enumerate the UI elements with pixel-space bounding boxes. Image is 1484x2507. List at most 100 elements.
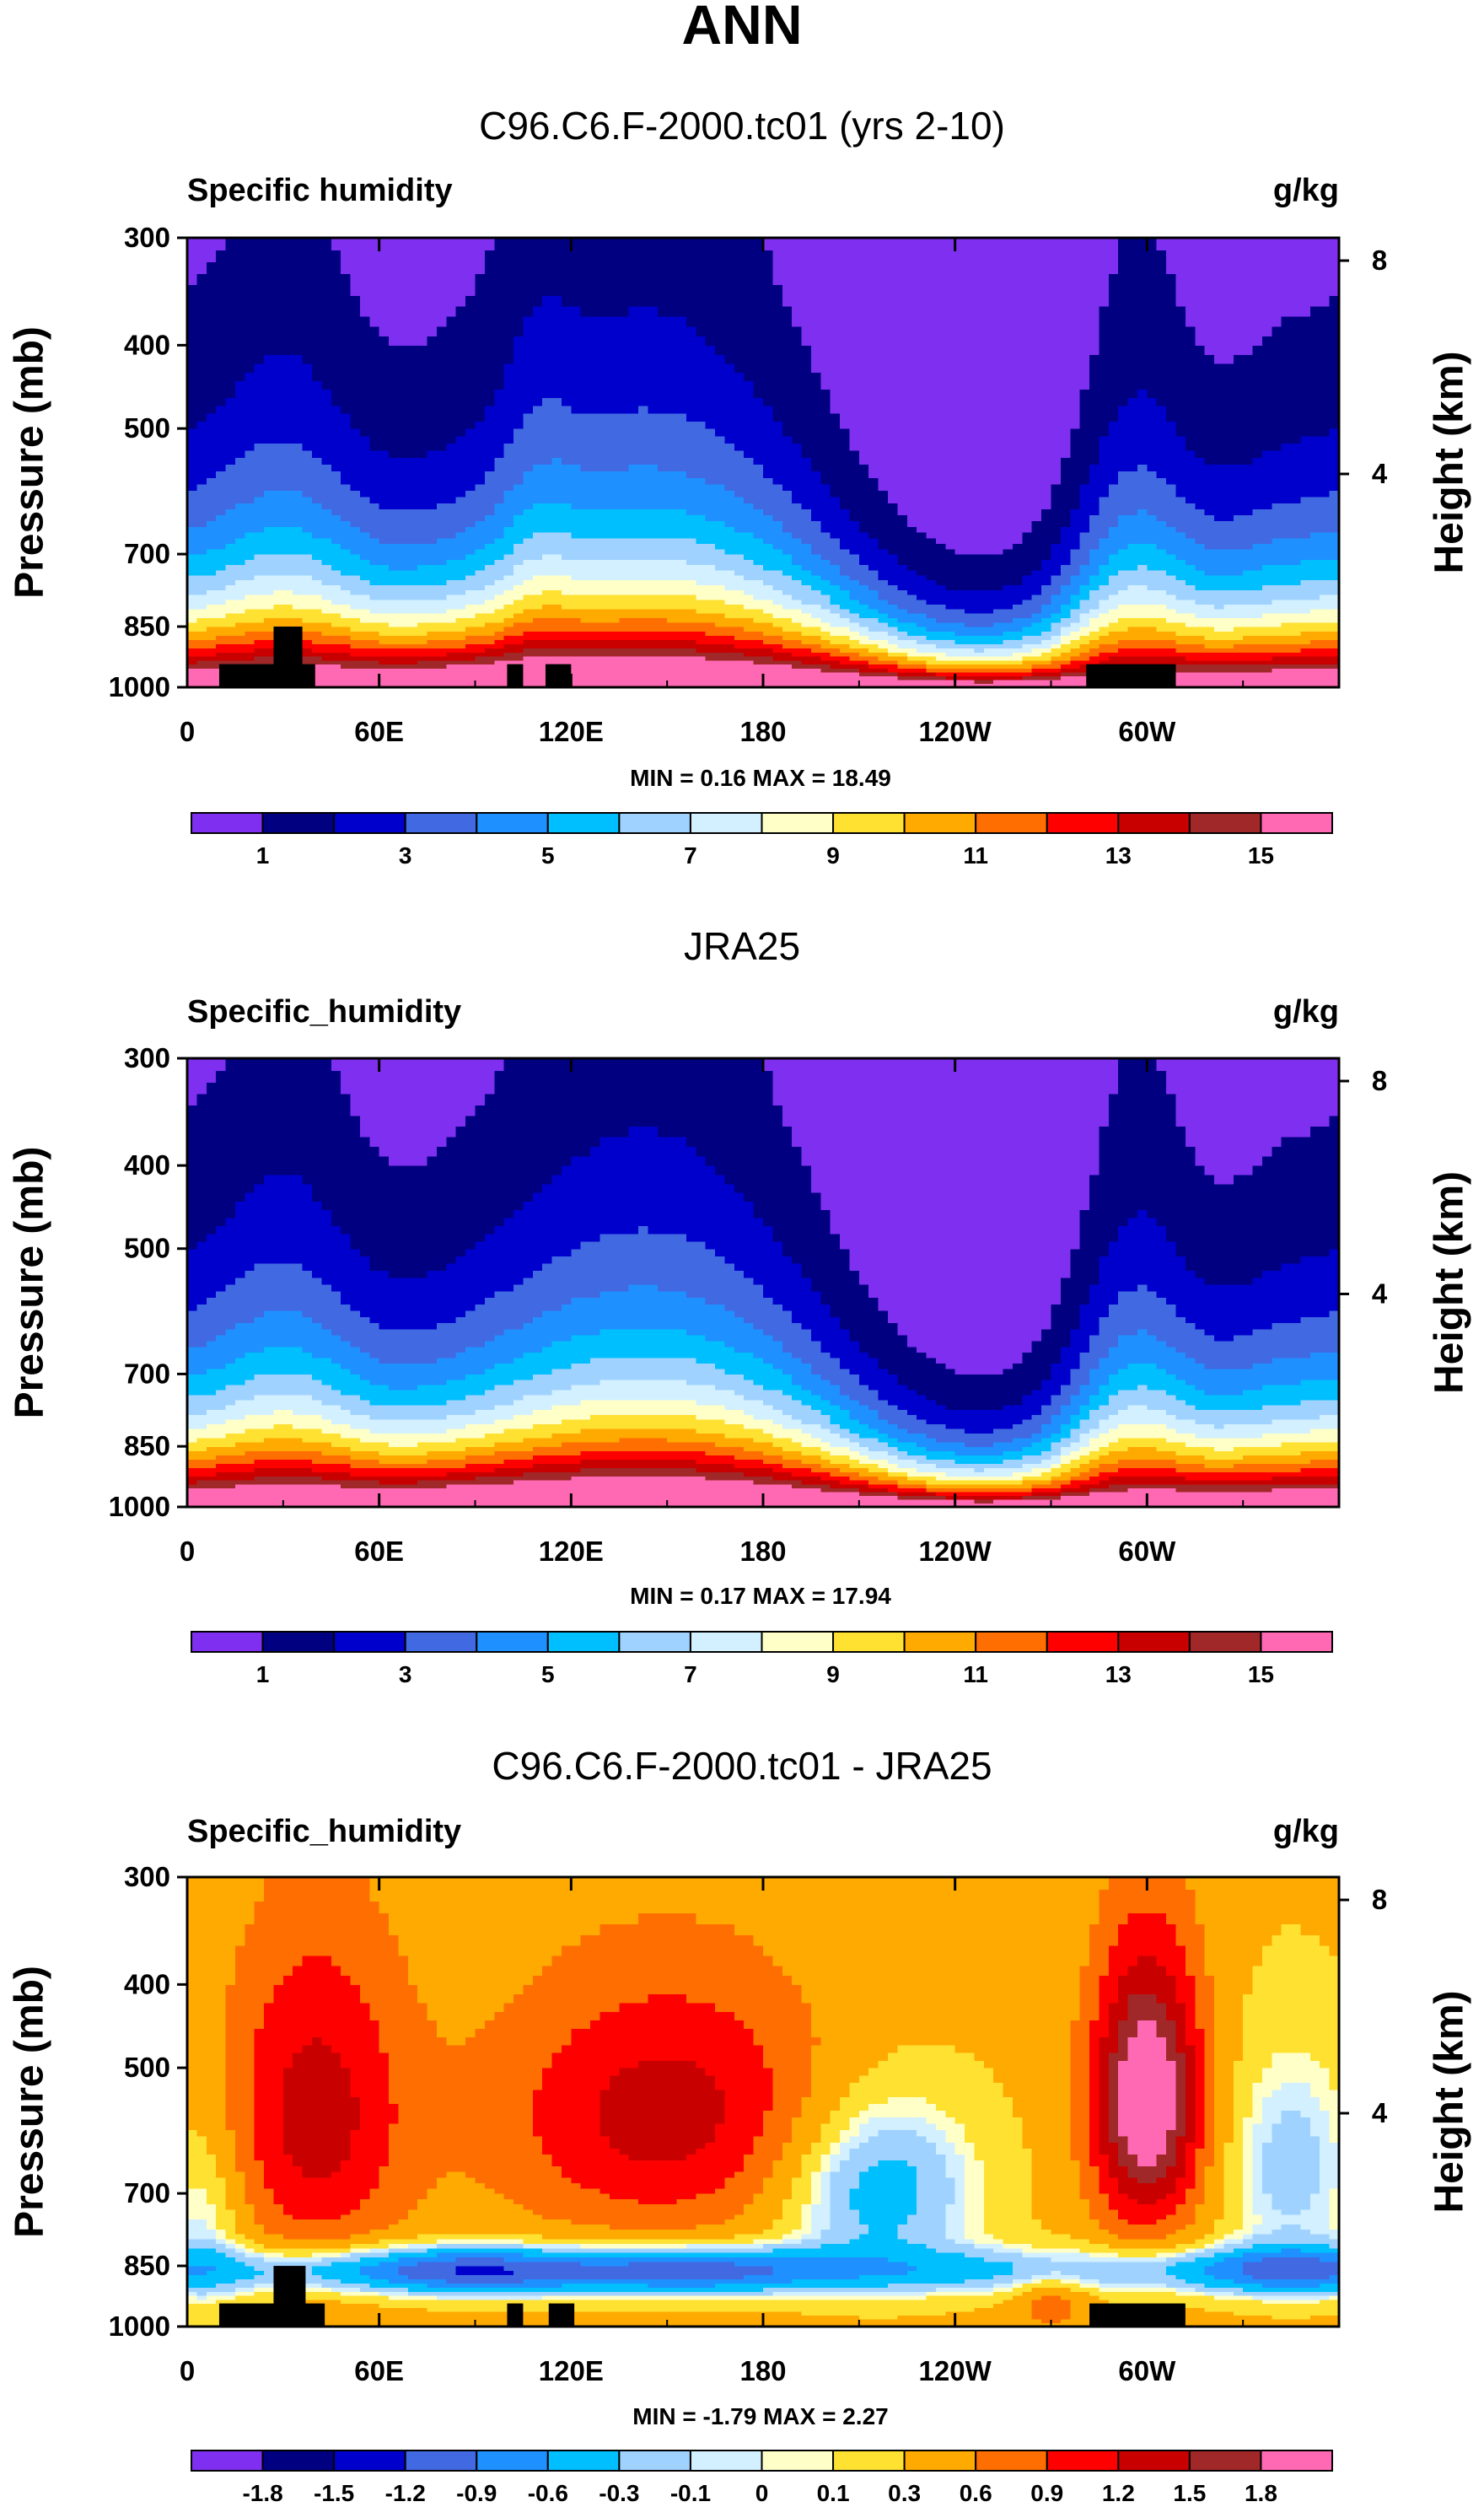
contour-cell <box>446 613 456 618</box>
contour-cell <box>1128 622 1138 627</box>
contour-cell <box>667 589 677 594</box>
contour-cell <box>437 656 447 660</box>
contour-cell <box>811 618 821 623</box>
contour-cell <box>207 600 217 605</box>
contour-cell <box>571 613 581 618</box>
contour-cell <box>196 656 207 660</box>
contour-cell <box>533 660 543 664</box>
contour-cell <box>398 609 408 614</box>
contour-cell <box>456 648 466 652</box>
contour-cell <box>533 676 543 681</box>
contour-cell <box>1128 631 1138 636</box>
contour-cell <box>1310 648 1320 652</box>
contour-cell <box>1282 627 1292 632</box>
contour-cell <box>754 627 764 632</box>
contour-cell <box>283 589 293 594</box>
contour-cell <box>945 604 955 609</box>
contour-cell <box>1214 664 1224 669</box>
contour-cell <box>917 585 927 590</box>
contour-cell <box>389 589 399 594</box>
contour-cell <box>303 589 313 594</box>
contour-cell <box>245 604 255 609</box>
contour-cell <box>351 635 361 640</box>
contour-cell <box>897 668 907 672</box>
contour-cell <box>619 580 629 585</box>
contour-cell <box>993 664 1003 669</box>
contour-cell <box>303 648 313 652</box>
contour-cell <box>1051 680 1062 684</box>
contour-cell <box>379 627 390 632</box>
contour-cell <box>629 604 639 609</box>
contour-cell <box>763 676 773 681</box>
contour-cell <box>331 635 341 640</box>
contour-cell <box>235 604 245 609</box>
contour-cell <box>936 609 946 614</box>
contour-cell <box>321 589 331 594</box>
contour-cell <box>686 631 696 636</box>
contour-cell <box>1128 660 1138 664</box>
contour-cell <box>1128 635 1138 640</box>
contour-cell <box>1137 622 1148 627</box>
contour-cell <box>1300 613 1310 618</box>
contour-cell <box>868 639 879 644</box>
contour-cell <box>1118 609 1128 614</box>
contour-cell <box>792 668 802 672</box>
contour-cell <box>724 622 734 627</box>
contour-cell <box>1032 580 1042 585</box>
contour-cell <box>360 594 370 600</box>
contour-cell <box>1137 594 1148 600</box>
contour-cell <box>667 618 677 623</box>
contour-cell <box>1320 585 1330 590</box>
contour-cell <box>792 609 802 614</box>
contour-cell <box>552 652 562 656</box>
contour-cell <box>1186 627 1196 632</box>
contour-cell <box>312 613 322 618</box>
contour-cell <box>1291 589 1301 594</box>
contour-cell <box>1061 656 1071 660</box>
contour-cell <box>360 664 370 669</box>
contour-cell <box>1070 639 1080 644</box>
contour-cell <box>782 639 793 644</box>
contour-cell <box>782 600 793 605</box>
contour-cell <box>955 609 965 614</box>
contour-cell <box>734 652 745 656</box>
contour-cell <box>792 600 802 605</box>
contour-cell <box>763 672 773 676</box>
contour-cell <box>293 589 303 594</box>
contour-cell <box>955 656 965 660</box>
contour-cell <box>706 672 716 676</box>
contour-cell <box>1223 648 1234 652</box>
contour-cell <box>907 585 917 590</box>
contour-cell <box>955 672 965 676</box>
contour-cell <box>927 609 937 614</box>
contour-cell <box>1223 635 1234 640</box>
contour-cell <box>1205 594 1215 600</box>
contour-cell <box>1186 613 1196 618</box>
contour-cell <box>667 585 677 590</box>
contour-cell <box>849 580 859 585</box>
contour-cell <box>207 609 217 614</box>
contour-cell <box>341 664 351 669</box>
contour-cell <box>744 664 754 669</box>
contour-cell <box>888 580 898 585</box>
contour-cell <box>1051 589 1062 594</box>
contour-cell <box>1253 594 1263 600</box>
contour-cell <box>772 613 782 618</box>
contour-cell <box>782 580 793 585</box>
contour-cell <box>754 668 764 672</box>
contour-cell <box>562 618 572 623</box>
contour-cell <box>1166 635 1176 640</box>
contour-cell <box>1128 594 1138 600</box>
contour-cell <box>1109 652 1119 656</box>
contour-cell <box>859 635 869 640</box>
contour-cell <box>897 672 907 676</box>
contour-cell <box>1291 604 1301 609</box>
contour-cell <box>868 613 879 618</box>
contour-cell <box>715 622 725 627</box>
contour-cell <box>1253 648 1263 652</box>
contour-cell <box>1089 660 1100 664</box>
contour-cell <box>398 672 408 676</box>
contour-cell <box>1128 618 1138 623</box>
contour-cell <box>1061 668 1071 672</box>
contour-cell <box>677 618 687 623</box>
